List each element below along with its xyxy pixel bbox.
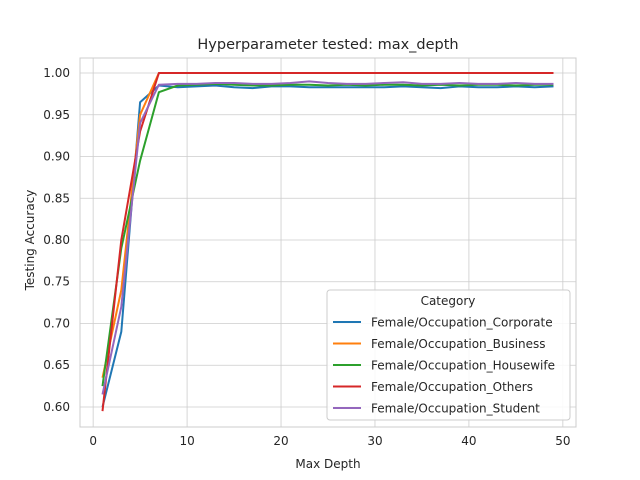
y-tick-label: 0.60	[43, 400, 70, 414]
y-tick-labels: 0.60 0.65 0.70 0.75 0.80 0.85 0.90 0.95 1.00	[43, 66, 70, 414]
y-tick-label: 0.75	[43, 275, 70, 289]
series-line	[101, 72, 554, 412]
chart-title: Hyperparameter tested: max_depth	[197, 37, 458, 53]
x-axis-label: Max Depth	[295, 457, 360, 471]
legend-label: Female/Occupation_Business	[371, 337, 546, 351]
series-lines	[101, 72, 554, 412]
legend-frame	[326, 289, 571, 421]
legend-items: Female/Occupation_Corporate Female/Occupa…	[333, 316, 555, 416]
y-tick-label: 0.80	[43, 233, 70, 247]
legend-label: Female/Occupation_Corporate	[371, 316, 553, 330]
plot-frame	[79, 57, 577, 428]
x-tick-label: 20	[273, 434, 288, 448]
y-tick-label: 0.90	[43, 150, 70, 164]
y-axis-label: Testing Accuracy	[23, 190, 37, 292]
x-tick-label: 30	[367, 434, 382, 448]
legend-title: Category	[421, 294, 476, 308]
legend-label: Female/Occupation_Others	[371, 380, 533, 394]
x-tick-label: 50	[555, 434, 570, 448]
series-line	[101, 80, 554, 395]
y-tick-label: 1.00	[43, 66, 70, 80]
x-tick-label: 40	[461, 434, 476, 448]
legend-label: Female/Occupation_Housewife	[371, 359, 555, 373]
series-line	[101, 84, 554, 408]
legend: Category Female/Occupation_CorporateFema…	[326, 289, 571, 421]
y-tick-label: 0.95	[43, 108, 70, 122]
x-tick-labels: 0 10 20 30 40 50	[89, 434, 570, 448]
x-tick-label: 10	[179, 434, 194, 448]
legend-label: Female/Occupation_Student	[371, 402, 540, 416]
y-tick-label: 0.65	[43, 358, 70, 372]
y-tick-label: 0.85	[43, 191, 70, 205]
y-tick-label: 0.70	[43, 316, 70, 330]
x-tick-label: 0	[89, 434, 97, 448]
